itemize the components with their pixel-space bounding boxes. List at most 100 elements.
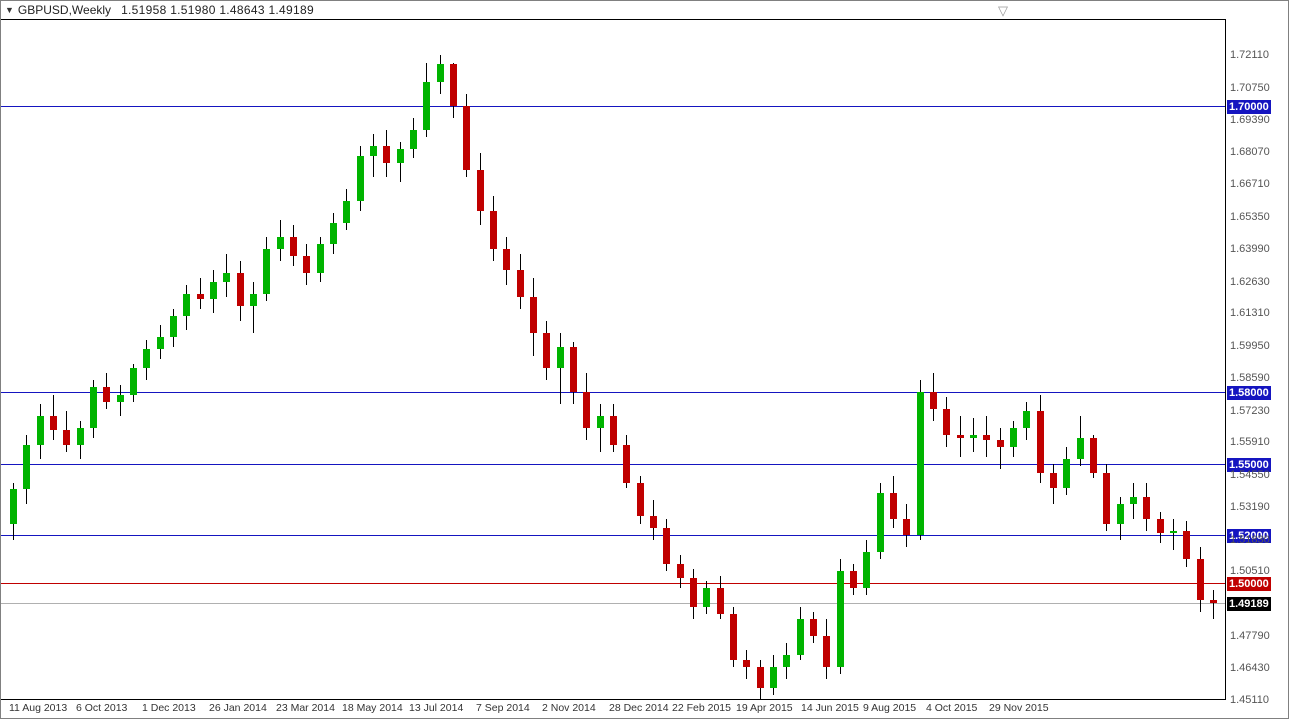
bullish-candle[interactable] [37,416,44,445]
bullish-candle[interactable] [1063,459,1070,488]
bearish-candle[interactable] [1143,497,1150,518]
bearish-candle[interactable] [943,409,950,435]
bearish-candle[interactable] [637,483,644,516]
bullish-candle[interactable] [783,655,790,667]
bullish-candle[interactable] [223,273,230,283]
candle-wick[interactable] [1173,519,1174,550]
bullish-candle[interactable] [863,552,870,588]
bullish-candle[interactable] [90,387,97,428]
bearish-candle[interactable] [1103,473,1110,523]
bullish-candle[interactable] [157,337,164,349]
bearish-candle[interactable] [1183,531,1190,560]
bullish-candle[interactable] [770,667,777,688]
bullish-candle[interactable] [397,149,404,163]
bearish-candle[interactable] [290,237,297,256]
bearish-candle[interactable] [450,64,457,106]
bullish-candle[interactable] [77,428,84,445]
bearish-candle[interactable] [983,435,990,440]
bearish-candle[interactable] [503,249,510,270]
bullish-candle[interactable] [1130,497,1137,504]
bearish-candle[interactable] [957,435,964,437]
candle-wick[interactable] [200,278,201,309]
bullish-candle[interactable] [117,395,124,402]
bullish-candle[interactable] [23,445,30,489]
bearish-candle[interactable] [490,211,497,249]
bearish-candle[interactable] [743,660,750,667]
bearish-candle[interactable] [50,416,57,430]
bearish-candle[interactable] [823,636,830,667]
bullish-candle[interactable] [703,588,710,607]
bearish-candle[interactable] [517,270,524,296]
bearish-candle[interactable] [237,273,244,306]
bullish-candle[interactable] [183,294,190,315]
bullish-candle[interactable] [357,156,364,201]
bearish-candle[interactable] [1037,411,1044,473]
bearish-candle[interactable] [623,445,630,483]
bearish-candle[interactable] [650,516,657,528]
symbol-dropdown-icon[interactable]: ▼ [5,5,14,15]
bearish-candle[interactable] [717,588,724,614]
bearish-candle[interactable] [103,387,110,401]
bearish-candle[interactable] [1090,438,1097,474]
bullish-candle[interactable] [263,249,270,294]
bullish-candle[interactable] [10,489,17,524]
bearish-candle[interactable] [930,392,937,409]
bullish-candle[interactable] [330,223,337,244]
bullish-candle[interactable] [343,201,350,222]
candle-wick[interactable] [373,134,374,177]
candle-wick[interactable] [1000,428,1001,469]
bearish-candle[interactable] [610,416,617,445]
bullish-candle[interactable] [1023,411,1030,428]
bullish-candle[interactable] [170,316,177,337]
bullish-candle[interactable] [423,82,430,130]
bullish-candle[interactable] [1170,531,1177,533]
bullish-candle[interactable] [210,282,217,299]
bearish-candle[interactable] [1197,559,1204,600]
bearish-candle[interactable] [730,614,737,659]
bullish-candle[interactable] [877,493,884,553]
bearish-candle[interactable] [677,564,684,578]
bullish-candle[interactable] [370,146,377,156]
bearish-candle[interactable] [997,440,1004,447]
bullish-candle[interactable] [437,64,444,82]
bullish-candle[interactable] [597,416,604,428]
bullish-candle[interactable] [1077,438,1084,459]
bullish-candle[interactable] [277,237,284,249]
bearish-candle[interactable] [463,106,470,170]
bearish-candle[interactable] [1157,519,1164,533]
top-dropdown-icon[interactable]: ▽ [998,3,1008,19]
bearish-candle[interactable] [543,333,550,369]
bearish-candle[interactable] [63,430,70,444]
bearish-candle[interactable] [757,667,764,688]
bullish-candle[interactable] [143,349,150,368]
bullish-candle[interactable] [970,435,977,437]
candlestick-plot-area[interactable] [1,20,1226,700]
bearish-candle[interactable] [570,347,577,392]
bearish-candle[interactable] [583,392,590,428]
bearish-candle[interactable] [197,294,204,299]
bearish-candle[interactable] [1210,600,1217,603]
bearish-candle[interactable] [690,578,697,607]
bullish-candle[interactable] [410,130,417,149]
bearish-candle[interactable] [663,528,670,564]
bearish-candle[interactable] [810,619,817,636]
bullish-candle[interactable] [250,294,257,306]
bearish-candle[interactable] [477,170,484,211]
bullish-candle[interactable] [1010,428,1017,447]
candle-wick[interactable] [560,333,561,405]
bullish-candle[interactable] [557,347,564,368]
bearish-candle[interactable] [850,571,857,588]
bearish-candle[interactable] [303,256,310,273]
candle-wick[interactable] [1213,590,1214,619]
candle-wick[interactable] [253,282,254,332]
bearish-candle[interactable] [383,146,390,163]
bullish-candle[interactable] [837,571,844,667]
bullish-candle[interactable] [1117,504,1124,523]
bullish-candle[interactable] [797,619,804,655]
bearish-candle[interactable] [903,519,910,536]
bullish-candle[interactable] [317,244,324,273]
bullish-candle[interactable] [917,392,924,535]
bullish-candle[interactable] [130,368,137,394]
bearish-candle[interactable] [530,297,537,333]
bearish-candle[interactable] [1050,473,1057,487]
